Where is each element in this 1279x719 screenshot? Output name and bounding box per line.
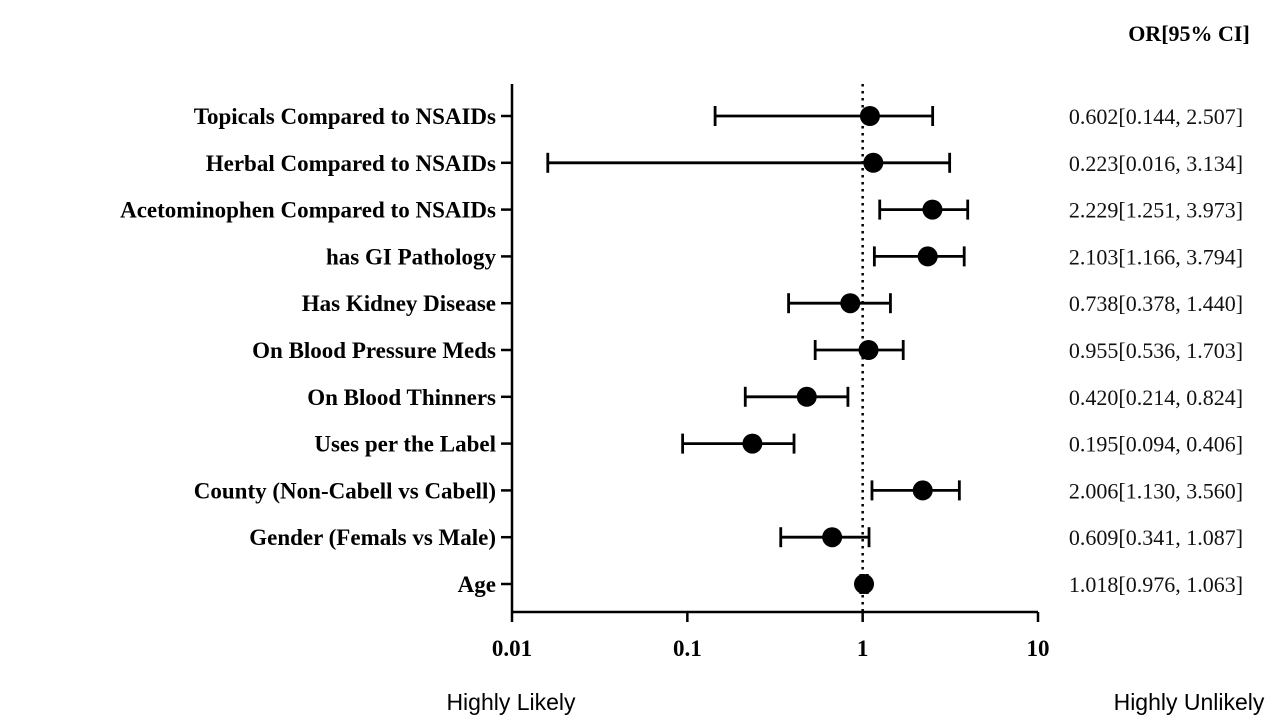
ci-text: 0.609[0.341, 1.087]: [1069, 525, 1243, 550]
ci-text: 0.955[0.536, 1.703]: [1069, 338, 1243, 363]
or-column-header: OR[95% CI]: [1128, 21, 1250, 46]
ci-text: 2.006[1.130, 3.560]: [1069, 478, 1243, 503]
row-label: County (Non-Cabell vs Cabell): [194, 478, 496, 503]
ci-text: 2.103[1.166, 3.794]: [1069, 244, 1243, 269]
row-label: Topicals Compared to NSAIDs: [194, 104, 496, 129]
row-label: Has Kidney Disease: [302, 291, 496, 316]
point-estimate: [912, 480, 933, 501]
x-tick-label: 1: [857, 636, 869, 661]
plot-area: 0.01 0.1 1 10: [492, 84, 1050, 661]
row-label: Acetominophen Compared to NSAIDs: [120, 198, 496, 223]
point-estimate: [859, 106, 880, 126]
ci-text: 1.018[0.976, 1.063]: [1069, 572, 1243, 597]
point-estimate: [796, 386, 817, 407]
row-label: has GI Pathology: [326, 244, 496, 269]
ci-text: 0.223[0.016, 3.134]: [1069, 151, 1243, 176]
x-tick-label: 0.1: [673, 636, 702, 661]
row-label: Gender (Femals vs Male): [249, 525, 496, 550]
row-label: Uses per the Label: [314, 432, 496, 457]
row-label: On Blood Pressure Meds: [252, 338, 496, 363]
row-label: Herbal Compared to NSAIDs: [206, 151, 496, 176]
ci-text: 0.420[0.214, 0.824]: [1069, 385, 1243, 410]
ci-text-column: 0.602[0.144, 2.507] 0.223[0.016, 3.134] 2.…: [1069, 104, 1243, 597]
point-estimate: [863, 152, 884, 173]
point-estimate: [917, 246, 938, 267]
ci-text: 2.229[1.251, 3.973]: [1069, 198, 1243, 223]
row-label: On Blood Thinners: [307, 385, 496, 410]
marks-layer: [546, 106, 970, 594]
right-note: Highly Unlikely: [1114, 689, 1265, 715]
point-estimate: [822, 527, 843, 548]
ci-text: 0.738[0.378, 1.440]: [1069, 291, 1243, 316]
point-estimate: [858, 340, 879, 360]
point-estimate: [840, 293, 861, 314]
ci-text: 0.195[0.094, 0.406]: [1069, 432, 1243, 457]
left-note: Highly Likely: [446, 689, 576, 715]
point-estimate: [854, 574, 875, 594]
point-estimate: [922, 199, 943, 220]
ci-text: 0.602[0.144, 2.507]: [1069, 104, 1243, 129]
row-label: Age: [458, 572, 496, 597]
row-labels: Topicals Compared to NSAIDs Herbal Compar…: [120, 104, 496, 597]
point-estimate: [742, 433, 763, 454]
x-tick-label: 10: [1027, 636, 1050, 661]
x-tick-label: 0.01: [492, 636, 532, 661]
